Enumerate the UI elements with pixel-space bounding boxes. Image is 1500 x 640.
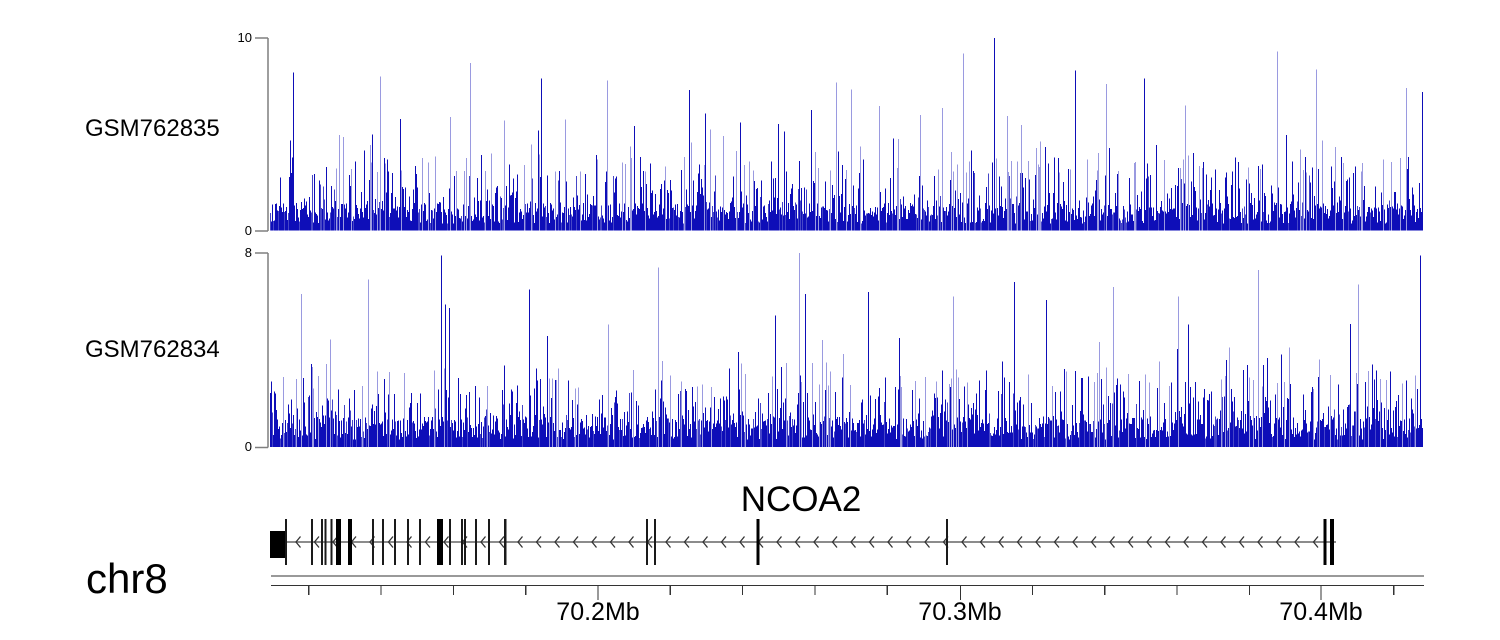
track-y-axis-GSM762834 xyxy=(255,252,269,449)
coverage-track-GSM762834 xyxy=(270,253,1423,447)
gene-exons xyxy=(270,519,1334,565)
ruler-tick-label-70.4Mb: 70.4Mb xyxy=(1279,598,1363,626)
genome-ruler xyxy=(271,575,1424,600)
track1-ymax-tick-label: 10 xyxy=(237,30,252,45)
track2-ymax-tick-label: 8 xyxy=(244,245,252,260)
gene-name-title: NCOA2 xyxy=(740,480,862,519)
track1-ymin-tick-label: 0 xyxy=(244,223,252,238)
track1-label: GSM762835 xyxy=(85,115,220,142)
ruler-tick-label-70.2Mb: 70.2Mb xyxy=(556,598,640,626)
track2-ymin-tick-label: 0 xyxy=(244,439,252,454)
chromosome-label: chr8 xyxy=(86,555,168,602)
coverage-track-GSM762835 xyxy=(270,38,1423,231)
track-y-axis-GSM762835 xyxy=(255,37,269,232)
track2-label: GSM762834 xyxy=(85,336,220,363)
utr-box xyxy=(270,531,285,558)
ruler-tick-label-70.3Mb: 70.3Mb xyxy=(918,598,1002,626)
